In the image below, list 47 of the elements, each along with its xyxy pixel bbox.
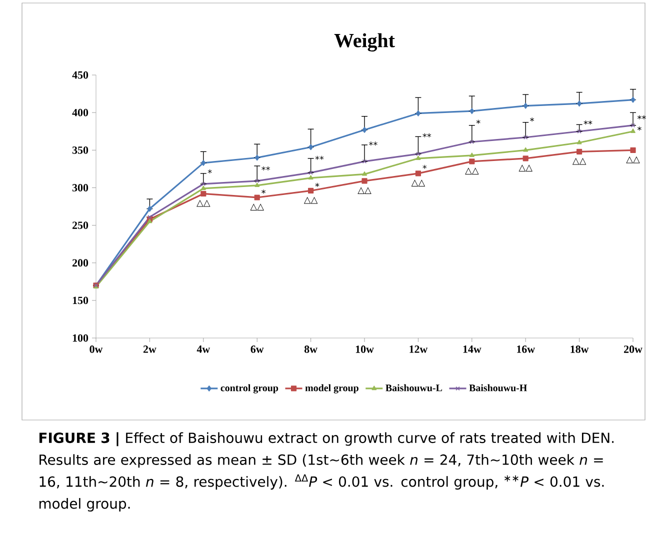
annotation: △△ bbox=[626, 156, 640, 164]
annotation: △△ bbox=[572, 158, 586, 165]
chart-title: Weight bbox=[334, 33, 395, 52]
y-tick-label: 100 bbox=[72, 334, 88, 342]
x-tick-label: 20w bbox=[624, 346, 642, 353]
annotation: ** bbox=[315, 156, 324, 160]
annotation: ** bbox=[368, 142, 378, 146]
x-tick-label: 14w bbox=[463, 346, 482, 353]
y-tick-label: 450 bbox=[72, 71, 88, 79]
annotation: △△ bbox=[518, 164, 532, 172]
x-tick-label: 4w bbox=[196, 346, 210, 353]
x-tick-label: 6w bbox=[250, 346, 264, 353]
annotation: ** bbox=[262, 166, 270, 170]
annotation: * bbox=[208, 169, 212, 174]
annotation: * bbox=[315, 182, 320, 187]
x-tick-label: 0w bbox=[90, 346, 103, 353]
annotation: ** bbox=[584, 120, 592, 125]
annotation: * bbox=[476, 120, 480, 124]
legend-label: control group bbox=[220, 384, 278, 394]
annotation: △△ bbox=[465, 168, 479, 174]
x-tick-label: 10w bbox=[356, 346, 374, 353]
y-tick-label: 300 bbox=[72, 184, 88, 192]
annotation: △△ bbox=[250, 204, 264, 211]
annotation: * bbox=[262, 190, 266, 194]
x-tick-label: 12w bbox=[410, 346, 428, 353]
annotation: △△ bbox=[304, 196, 318, 204]
x-tick-label: 8w bbox=[304, 346, 318, 353]
annotation: * bbox=[530, 118, 534, 122]
y-tick-label: 150 bbox=[72, 296, 88, 304]
legend-label: model group bbox=[305, 384, 358, 394]
y-tick-label: 400 bbox=[72, 108, 88, 116]
x-tick-label: 16w bbox=[517, 346, 535, 353]
annotation: ** bbox=[422, 133, 432, 138]
annotation: △△ bbox=[358, 187, 372, 194]
x-tick-label: 2w bbox=[143, 346, 156, 353]
annotation: * bbox=[637, 126, 642, 131]
annotation: △△ bbox=[196, 200, 210, 207]
annotation: * bbox=[422, 164, 427, 169]
annotation: △△ bbox=[411, 180, 426, 187]
x-tick-label: 18w bbox=[570, 346, 589, 353]
y-tick-label: 250 bbox=[72, 222, 88, 229]
annotation: ** bbox=[637, 115, 646, 120]
legend-label: Baishouwu-L bbox=[386, 384, 442, 392]
y-tick-label: 200 bbox=[72, 259, 88, 267]
legend-label: Baishouwu-H bbox=[469, 384, 528, 392]
text: FIGURE 3 | Effect of Baishouwu extract on growth curve of rats treated with DEN. Results are expressed as mean ± SD (1st∼6th week n = 24, 7th∼10th week n = 16, 11th∼20th n = 8, respectively). $^{ΔΔ}$P < 0.01 vs. control group, $^{∗∗}$P < 0.01 vs. model group. bbox=[39, 432, 614, 512]
y-tick-label: 350 bbox=[72, 146, 88, 154]
